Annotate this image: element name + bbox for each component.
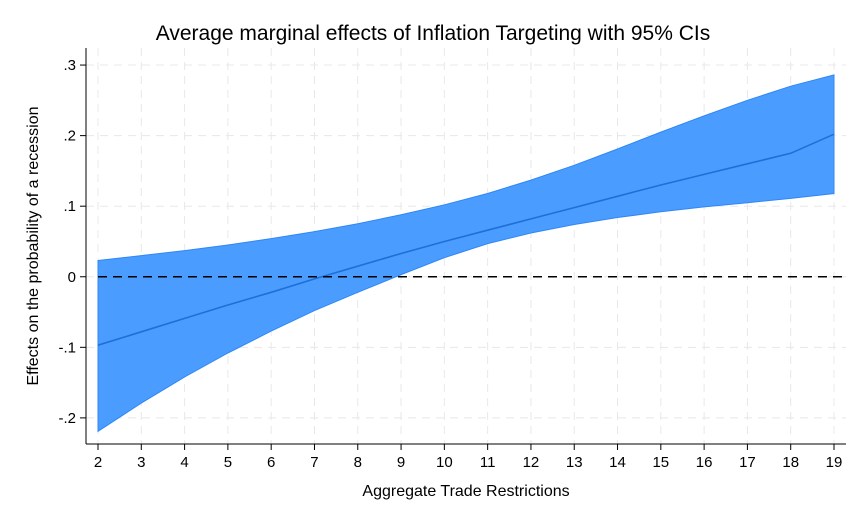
x-tick-label-3: 5 xyxy=(224,454,232,471)
x-tick-label-10: 12 xyxy=(523,454,540,471)
x-tick-label-6: 8 xyxy=(354,454,362,471)
confidence-band-0 xyxy=(97,74,835,433)
x-tick-label-7: 9 xyxy=(397,454,405,471)
x-tick-label-1: 3 xyxy=(137,454,145,471)
y-tick-label-4: .2 xyxy=(63,128,76,145)
y-tick-label-1: -.1 xyxy=(58,339,76,356)
x-tick-label-5: 7 xyxy=(310,454,318,471)
x-axis-label: Aggregate Trade Restrictions xyxy=(362,483,569,500)
x-tick-label-0: 2 xyxy=(94,454,102,471)
y-tick-label-2: 0 xyxy=(68,269,76,286)
y-tick-label-0: -.2 xyxy=(58,410,76,427)
y-tick-label-5: .3 xyxy=(63,57,76,74)
x-tick-label-9: 11 xyxy=(480,454,496,471)
estimate-line-0 xyxy=(97,133,835,346)
x-tick-label-17: 19 xyxy=(826,454,843,471)
chart-title: Average marginal effects of Inflation Ta… xyxy=(156,22,710,45)
x-tick-label-13: 15 xyxy=(652,454,669,471)
x-tick-label-16: 18 xyxy=(782,454,799,471)
x-tick-label-15: 17 xyxy=(739,454,756,471)
x-tick-label-8: 10 xyxy=(436,454,453,471)
axes xyxy=(85,48,846,445)
x-axis-ticks: 2 3 4 5 6 7 8 9 10 11 12 13 14 15 16 17 18 19 xyxy=(94,444,843,471)
confidence-band-layer xyxy=(97,74,835,433)
y-axis-label: Effects on the probability of a recessio… xyxy=(25,107,42,386)
x-tick-label-12: 14 xyxy=(609,454,626,471)
x-tick-label-14: 16 xyxy=(696,454,713,471)
x-tick-label-2: 4 xyxy=(180,454,188,471)
y-axis-ticks: -.2 -.1 0 .1 .2 .3 xyxy=(58,57,86,427)
x-tick-label-4: 6 xyxy=(267,454,275,471)
y-tick-label-3: .1 xyxy=(63,198,76,215)
x-tick-label-11: 13 xyxy=(566,454,583,471)
